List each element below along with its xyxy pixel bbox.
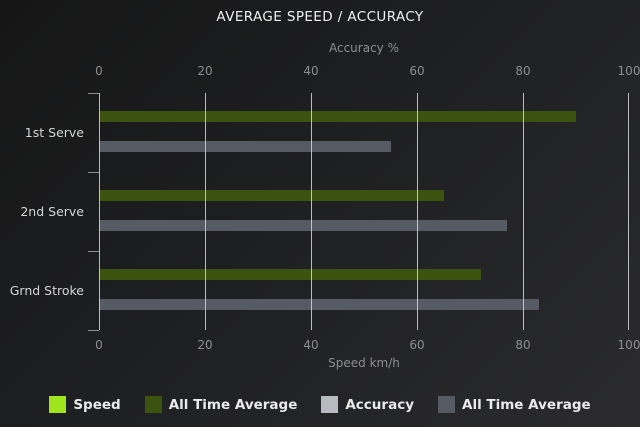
- bar-all-time-average-2nd-serve: [99, 220, 508, 231]
- category-label-2nd-serve: 2nd Serve: [20, 203, 84, 219]
- bottom-axis-tick-40: 40: [303, 338, 319, 352]
- category-label-grnd-stroke: Grnd Stroke: [9, 282, 84, 298]
- top-axis-tick-100: 100: [617, 64, 640, 78]
- legend-label-all-time-average: All Time Average: [168, 396, 298, 413]
- legend-item-all-time-average: All Time Average: [438, 396, 591, 413]
- legend-item-speed: Speed: [49, 396, 121, 413]
- chart-legend: Speed All Time Average Accuracy All Time Av…: [0, 396, 640, 413]
- bottom-axis-title: Speed km/h: [328, 356, 400, 370]
- legend-swatch-all-time-average-icon: [438, 396, 455, 413]
- legend-swatch-all-time-average-icon: [144, 396, 162, 413]
- legend-label-speed: Speed: [73, 396, 121, 413]
- bottom-axis-tick-80: 80: [515, 338, 531, 352]
- gridline-60: [417, 93, 418, 330]
- bar-all-time-average-1st-serve: [99, 141, 391, 152]
- category-boundary-tick: [88, 330, 99, 331]
- gridline-40: [311, 93, 312, 330]
- bar-all-time-average-1st-serve: [99, 111, 576, 122]
- top-axis-title: Accuracy %: [328, 41, 400, 55]
- top-axis-tick-80: 80: [515, 64, 531, 78]
- plot-area: Accuracy % Speed km/h 0 0 20 20 40 40 60 60 80 80…: [10, 41, 640, 370]
- category-boundary-tick: [88, 251, 99, 252]
- gridline-80: [523, 93, 524, 330]
- category-boundary-tick: [88, 172, 99, 173]
- legend-label-all-time-average: All Time Average: [462, 396, 591, 413]
- bar-all-time-average-grnd-stroke: [99, 269, 481, 280]
- gridline-0: [99, 93, 100, 330]
- top-axis-tick-40: 40: [303, 64, 319, 78]
- category-boundary-tick: [88, 93, 99, 94]
- category-label-1st-serve: 1st Serve: [24, 124, 84, 140]
- top-axis-tick-20: 20: [197, 64, 213, 78]
- chart-title: AVERAGE SPEED / ACCURACY: [216, 9, 424, 25]
- legend-item-all-time-average: All Time Average: [144, 396, 298, 413]
- legend-swatch-speed-icon: [49, 396, 67, 413]
- bottom-axis-tick-60: 60: [409, 338, 425, 352]
- gridline-20: [205, 93, 206, 330]
- gridline-100: [628, 93, 629, 330]
- legend-label-accuracy: Accuracy: [345, 396, 414, 413]
- bar-all-time-average-grnd-stroke: [99, 299, 539, 310]
- legend-item-accuracy: Accuracy: [321, 396, 414, 413]
- top-axis-tick-60: 60: [409, 64, 425, 78]
- legend-swatch-accuracy-icon: [321, 396, 339, 413]
- bottom-axis-tick-100: 100: [617, 338, 640, 352]
- top-axis-tick-0: 0: [95, 64, 103, 78]
- bottom-axis-tick-20: 20: [197, 338, 213, 352]
- bottom-axis-tick-0: 0: [95, 338, 103, 352]
- bar-all-time-average-2nd-serve: [99, 190, 444, 201]
